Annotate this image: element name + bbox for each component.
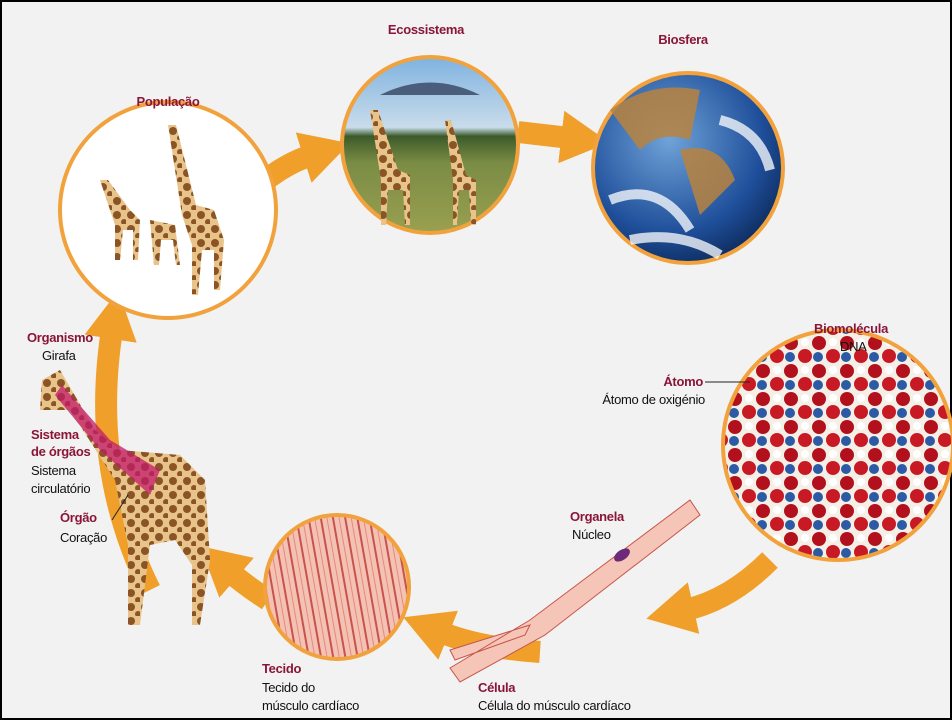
tissue-circle — [265, 515, 409, 659]
title: Ecossistema — [388, 22, 465, 37]
label: Girafa — [42, 348, 77, 363]
title: Organela — [570, 509, 625, 524]
label: Coração — [60, 530, 107, 545]
biomolecule-circle — [723, 330, 952, 560]
page: {"nodes": [ {"title": "Ecossistema"}, {"… — [0, 0, 952, 720]
label: DNA — [840, 339, 867, 354]
title: Átomo — [663, 374, 703, 389]
title: Organismo — [27, 330, 93, 345]
label: Tecido do — [262, 680, 315, 695]
title: Célula — [478, 680, 516, 695]
title: População — [136, 94, 199, 109]
title: Sistema — [31, 427, 80, 442]
label: Célula do músculo cardíaco — [478, 698, 631, 713]
arrow — [518, 132, 570, 138]
title: Órgão — [60, 510, 97, 525]
diagram: Ecossistema Biosfera População Organismo… — [0, 0, 952, 720]
population-circle — [60, 102, 276, 318]
title: de órgãos — [31, 444, 90, 459]
label: Átomo de oxigénio — [602, 392, 705, 407]
label: Núcleo — [572, 527, 611, 542]
label: músculo cardíaco — [262, 698, 359, 713]
label: circulatório — [31, 481, 90, 496]
title: Tecido — [262, 661, 301, 676]
label: Sistema — [31, 463, 77, 478]
title: Biosfera — [658, 32, 709, 47]
body: Ecossistema Biosfera População Organismo… — [0, 0, 952, 720]
title: Biomolécula — [814, 321, 889, 336]
